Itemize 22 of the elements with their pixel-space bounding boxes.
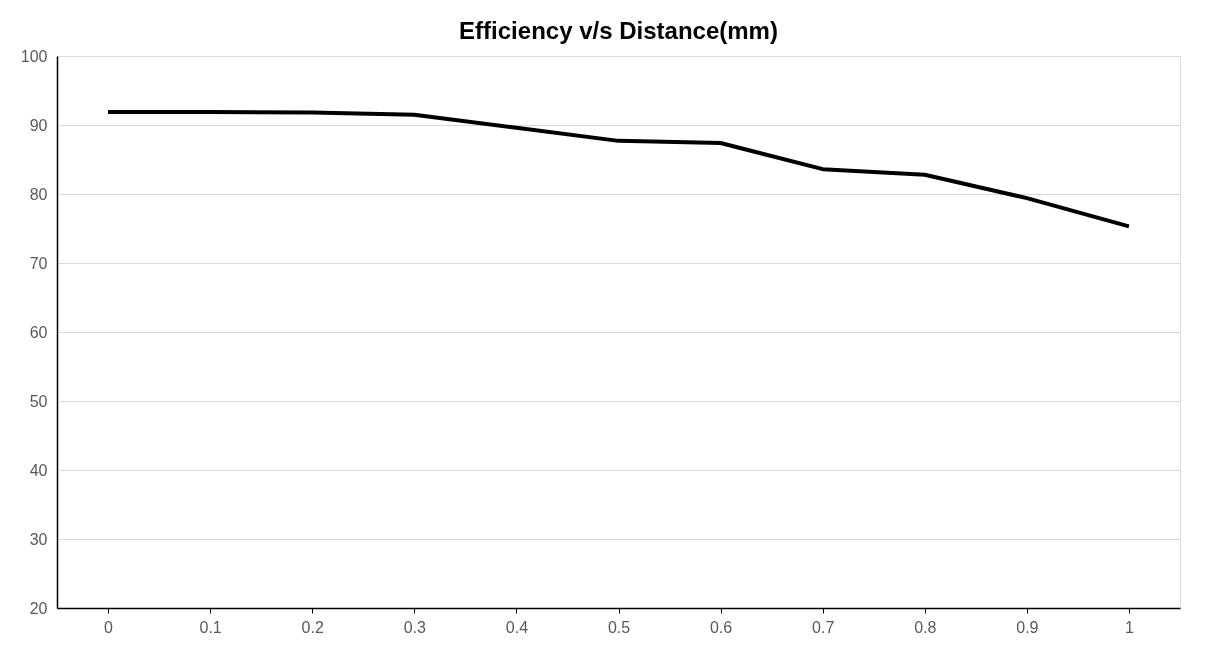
x-tick-label: 0.6 — [709, 618, 733, 636]
y-tick-label: 100 — [20, 47, 48, 65]
x-tick-label: 0.7 — [812, 618, 835, 636]
y-tick-label: 60 — [29, 323, 48, 341]
x-tick-label: 0.5 — [607, 618, 631, 636]
x-tick-label: 0.9 — [1016, 618, 1039, 636]
x-tick-label: 0.2 — [301, 618, 324, 636]
x-tick-label: 0 — [104, 618, 114, 636]
y-tick-label: 40 — [29, 461, 48, 479]
y-tick-label: 90 — [29, 116, 48, 134]
y-tick-label: 70 — [29, 254, 48, 272]
x-tick-label: 1 — [1125, 618, 1134, 636]
y-tick-label: 20 — [29, 599, 48, 617]
x-tick-label: 0.4 — [505, 618, 529, 636]
x-tick-label: 0.8 — [914, 618, 937, 636]
chart-title: Efficiency v/s Distance(mm) — [459, 17, 778, 44]
line-series — [106, 109, 1131, 229]
y-tick-label: 30 — [29, 530, 48, 548]
y-tick-label: 50 — [29, 392, 48, 410]
y-tick-label: 80 — [29, 185, 48, 203]
x-tick-label: 0.1 — [199, 618, 222, 636]
x-tick-label: 0.3 — [403, 618, 427, 636]
